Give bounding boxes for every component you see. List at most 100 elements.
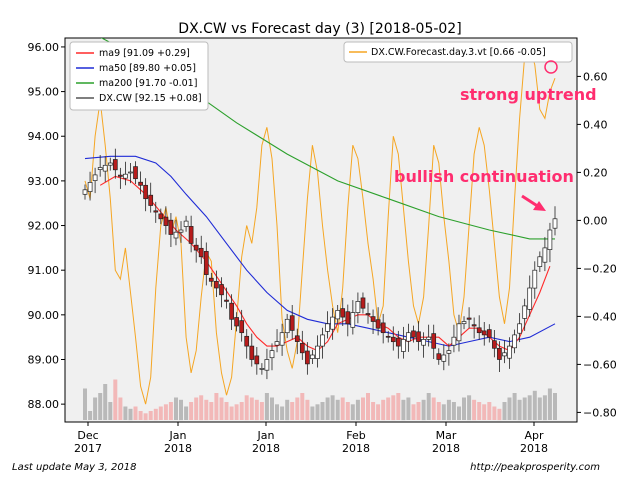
volume-bar	[431, 397, 436, 420]
legend-dxcw-label: DX.CW [92.15 +0.08]	[99, 93, 202, 104]
candle-body	[466, 317, 472, 320]
volume-bar	[472, 399, 477, 421]
candle-body	[436, 353, 442, 360]
volume-bar	[224, 402, 229, 420]
candle-body	[426, 336, 432, 340]
volume-bar	[83, 388, 87, 420]
volume-bar	[441, 404, 446, 420]
volume-bar	[502, 402, 507, 420]
candle-body	[390, 336, 396, 343]
volume-bar	[462, 397, 466, 420]
volume-bar	[219, 397, 224, 420]
candle-body	[128, 171, 133, 174]
candle-body	[193, 244, 199, 251]
volume-bar	[482, 404, 487, 420]
volume-bar	[194, 397, 199, 420]
candle-body	[411, 330, 416, 338]
volume-bar	[189, 402, 194, 420]
volume-bar	[512, 393, 517, 420]
candle-body	[451, 336, 457, 346]
volume-bar	[507, 397, 512, 420]
candle-body	[421, 339, 426, 346]
volume-bar	[487, 402, 492, 420]
candle-body	[441, 354, 447, 362]
candle-body	[406, 332, 411, 342]
candle-body	[249, 345, 255, 360]
volume-bar	[138, 411, 143, 420]
x-tick-label-month: Feb	[346, 429, 365, 442]
volume-bar	[290, 402, 295, 420]
candle-body	[471, 324, 477, 327]
candle-body	[512, 334, 517, 349]
candle-body	[102, 164, 108, 172]
candle-body	[107, 162, 113, 166]
volume-bar	[547, 388, 552, 420]
candle-body	[340, 308, 346, 318]
candle-body	[143, 184, 148, 200]
annotation-arrow	[521, 194, 546, 211]
volume-bar	[477, 402, 482, 420]
candle-body	[279, 332, 285, 346]
candle-body	[87, 182, 93, 192]
legend-ma9-label: ma9 [91.09 +0.29]	[99, 48, 190, 59]
volume-bar	[537, 397, 542, 420]
candle-body	[517, 323, 522, 334]
annotation-bullish-continuation: bullish continuation	[394, 167, 574, 186]
y-left-tick-label: 94.00	[28, 130, 60, 143]
candlesticks	[82, 148, 558, 380]
y-left-tick-label: 93.00	[28, 175, 60, 188]
volume-bar	[143, 413, 148, 421]
candle-body	[198, 247, 204, 258]
candle-body	[264, 359, 270, 371]
volume-bar	[209, 402, 214, 420]
volume-bar	[350, 404, 355, 420]
candle-body	[350, 312, 356, 328]
volume-bar	[492, 406, 497, 420]
y-left-tick-label: 89.00	[28, 353, 60, 366]
volume-bar	[386, 397, 391, 420]
volume-bar	[310, 406, 315, 420]
candle-body	[507, 345, 512, 359]
candle-body	[345, 311, 351, 325]
candle-body	[416, 331, 421, 342]
volume-bar	[98, 393, 103, 420]
candle-body	[254, 355, 260, 365]
forecast-series	[84, 45, 556, 405]
volume-bar	[128, 408, 133, 421]
volume-bar	[133, 406, 138, 420]
volume-bar	[93, 397, 98, 420]
candle-body	[168, 219, 174, 235]
volume-bar	[179, 399, 183, 421]
volume-bar	[527, 395, 532, 421]
x-tick-label-month: Mar	[436, 429, 457, 442]
candle-body	[214, 280, 219, 289]
candle-body	[123, 173, 128, 179]
candle-body	[244, 335, 250, 347]
y-left-tick-label: 88.00	[28, 398, 60, 411]
volume-bar	[457, 406, 461, 420]
volume-bar	[103, 384, 108, 420]
volume-bar	[401, 399, 406, 421]
candle-body	[380, 322, 386, 334]
volume-bar	[345, 402, 350, 420]
y-right-tick-label: −0.80	[583, 406, 617, 419]
volume-bar	[88, 411, 93, 420]
volume-bar	[391, 395, 396, 421]
volume-bar	[376, 404, 381, 420]
candle-body	[310, 354, 315, 359]
y-right-tick-label: −0.60	[583, 358, 617, 371]
y-axis-right: −0.80 −0.60 −0.40 −0.20 0.00 0.20 0.40 0.60	[577, 70, 617, 419]
candle-body	[294, 335, 300, 342]
volume-bar	[184, 406, 189, 420]
volume-bar	[163, 404, 168, 420]
volume-bar	[123, 406, 128, 420]
candle-body	[315, 345, 320, 359]
x-tick-label-month: Jan	[169, 429, 187, 442]
candle-body	[173, 231, 179, 239]
candle-body	[547, 229, 553, 250]
candle-body	[138, 181, 143, 186]
candle-body	[178, 229, 184, 233]
volume-bar	[497, 408, 502, 421]
volume-bar	[330, 395, 335, 421]
volume-bar	[108, 402, 113, 420]
